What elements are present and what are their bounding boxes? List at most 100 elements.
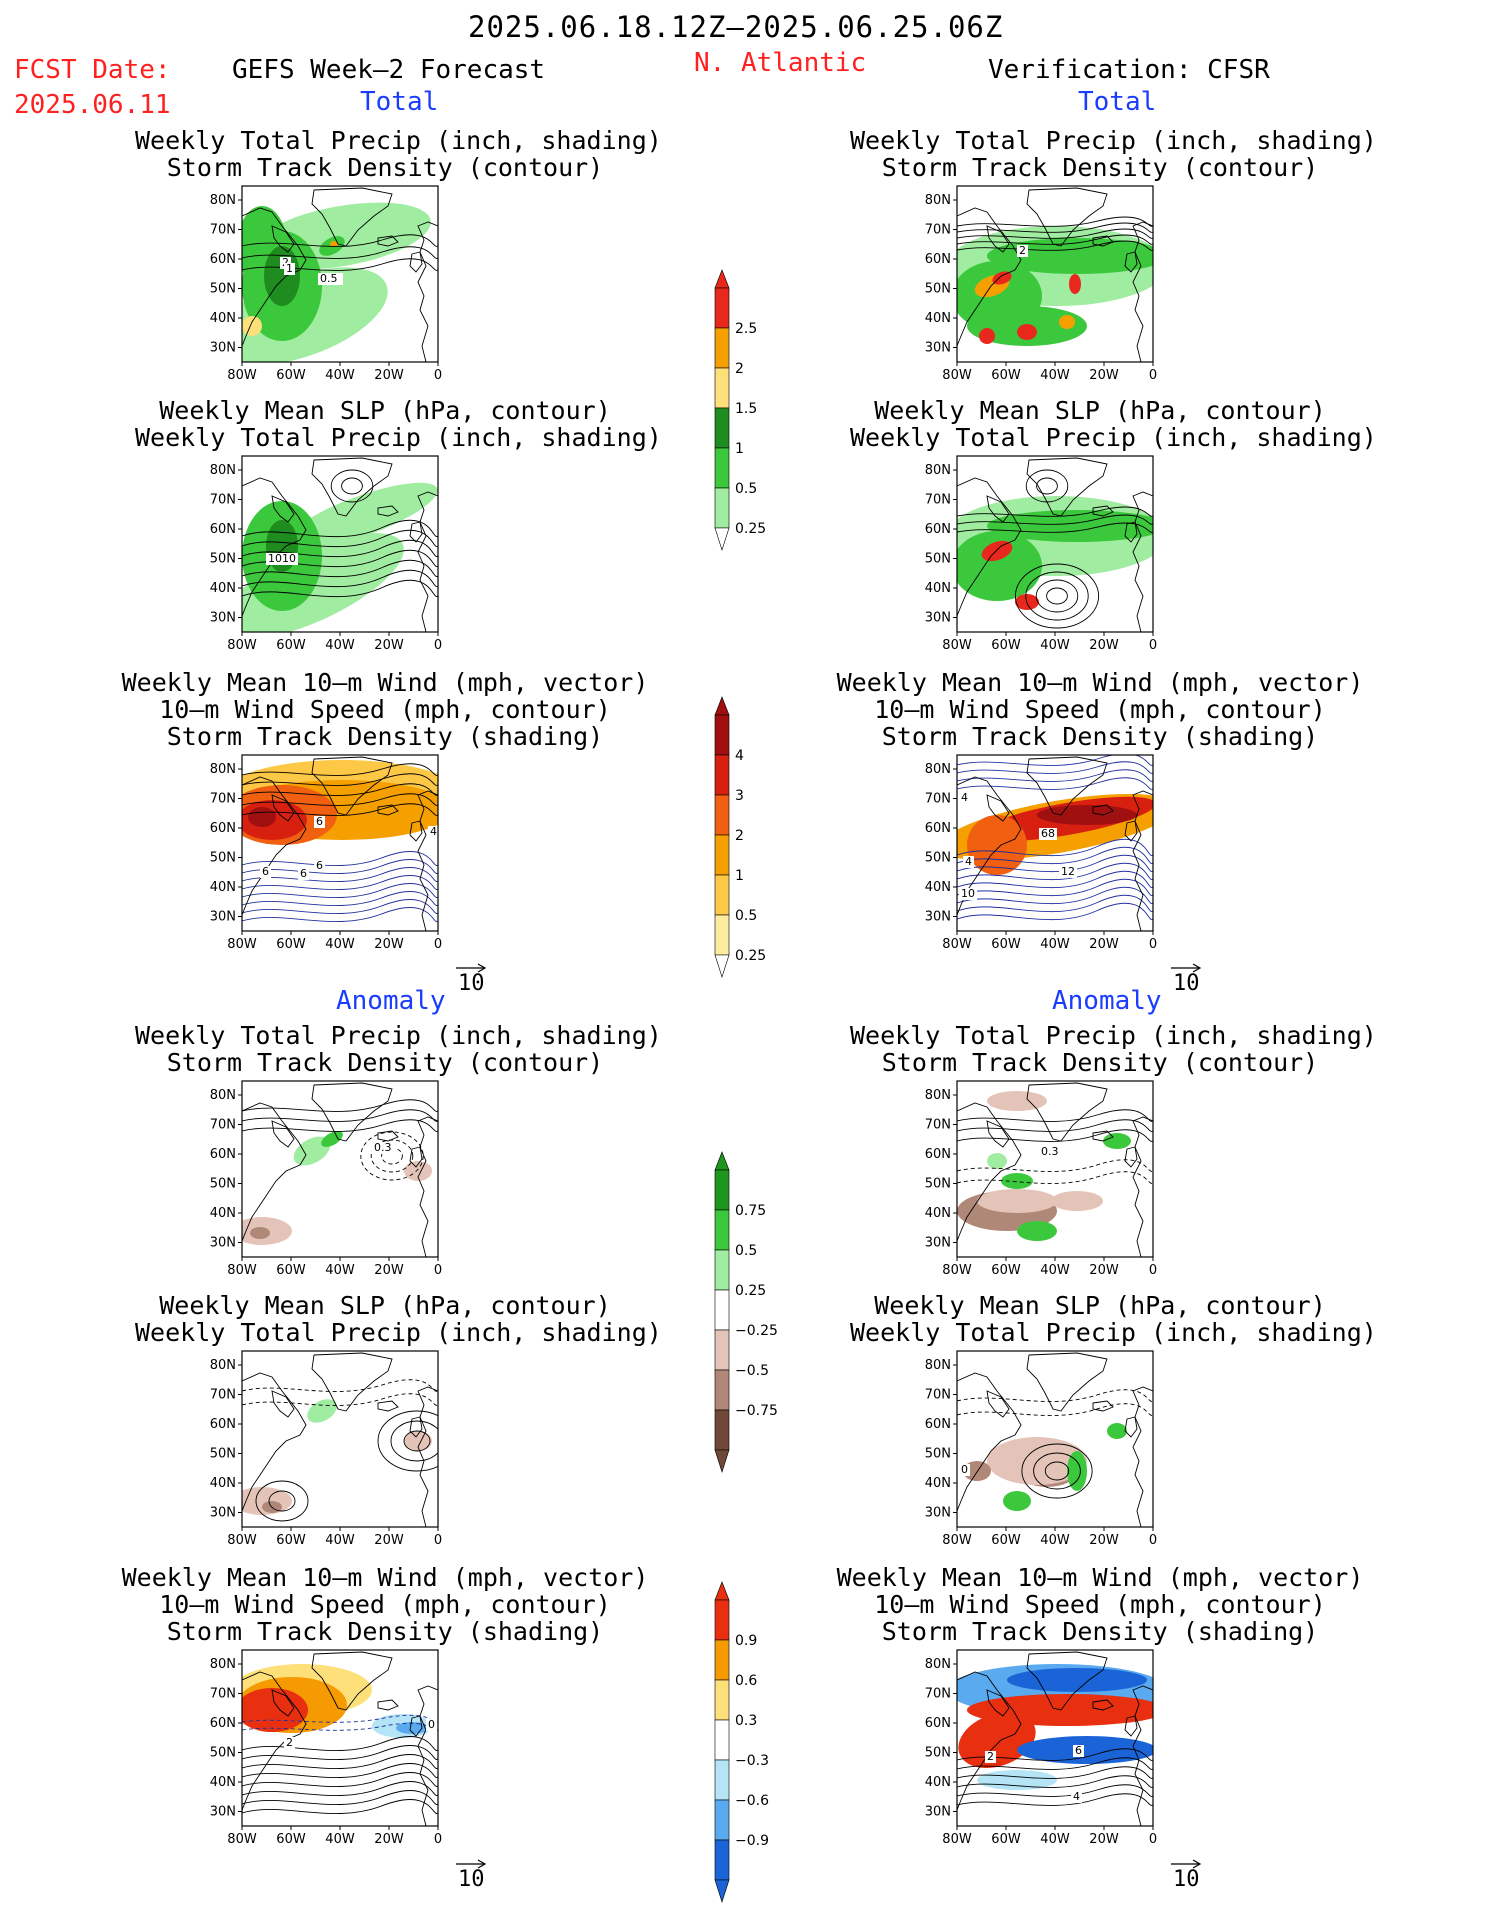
colorbar-swatch — [714, 1639, 730, 1681]
lon-tick-label: 80W — [227, 1832, 257, 1847]
lat-tick-label: 50N — [925, 282, 951, 297]
fcst-date-label: FCST Date: — [14, 55, 171, 85]
colorbar-swatch — [714, 1799, 730, 1841]
vector-reference-label: 10 — [458, 1867, 485, 1892]
lat-tick-label: 50N — [210, 1746, 236, 1761]
colorbar-label: 0.25 — [735, 948, 766, 964]
lon-tick-label: 80W — [942, 1832, 972, 1847]
lon-tick-label: 0 — [1149, 368, 1157, 383]
lat-tick-label: 80N — [925, 1657, 951, 1672]
colorbar-swatch — [714, 754, 730, 796]
lat-tick-label: 60N — [210, 1147, 236, 1162]
lon-tick-label: 0 — [1149, 1533, 1157, 1548]
lon-tick-label: 20W — [1089, 1533, 1119, 1548]
lat-tick-label: 80N — [210, 762, 236, 777]
map-panel-p2: 2 80N 70N 60N 50N 40N 30N 80W 60W 40W 20W 0 — [925, 185, 1157, 383]
lat-tick-label: 60N — [925, 1716, 951, 1731]
map-panel-p9: 80N 70N 60N 50N 40N 30N 80W 60W 40W 20W 0 — [210, 1350, 442, 1548]
verification-title: Verification: CFSR — [988, 55, 1270, 85]
vector-reference: 10 — [1171, 1859, 1202, 1892]
colorbar-precip: 2.5 2 1.5 1 0.5 0.25 — [714, 269, 766, 551]
lon-tick-label: 0 — [1149, 1263, 1157, 1278]
colorbar-swatch — [714, 1759, 730, 1801]
lon-tick-label: 80W — [227, 638, 257, 653]
colorbar-swatch — [714, 1209, 730, 1251]
lon-tick-label: 80W — [942, 1263, 972, 1278]
section-total-right: Total — [1078, 87, 1157, 117]
colorbar-swatch — [714, 834, 730, 876]
contour-label: 2 — [1019, 244, 1026, 257]
lon-tick-label: 20W — [1089, 1832, 1119, 1847]
lon-tick-label: 60W — [276, 368, 306, 383]
map-panel-p7: 0.3 80N 70N 60N 50N 40N 30N 80W 60W 40W 20W 0 — [210, 1080, 442, 1278]
panel-title: Weekly Total Precip (inch, shading) Storm… — [135, 126, 662, 182]
lon-tick-label: 20W — [1089, 638, 1119, 653]
lat-tick-label: 50N — [210, 851, 236, 866]
colorbar-label: 4 — [735, 748, 744, 764]
colorbar-label: 1 — [735, 441, 744, 457]
lon-tick-label: 0 — [1149, 1832, 1157, 1847]
lon-tick-label: 60W — [991, 368, 1021, 383]
colorbar-label: −0.5 — [735, 1363, 769, 1379]
colorbar-swatch — [714, 287, 730, 329]
lon-tick-label: 60W — [991, 1832, 1021, 1847]
colorbar-swatch — [714, 1289, 730, 1331]
map-panel-p3: 1010 80N 70N 60N 50N 40N 30N 80W 60W 40W 20W 0 — [210, 455, 442, 653]
vector-reference-label: 10 — [1173, 1867, 1200, 1892]
lon-tick-label: 60W — [276, 1533, 306, 1548]
vector-reference: 10 — [456, 963, 487, 996]
colorbar-swatch — [714, 1369, 730, 1411]
colorbar-swatch — [714, 914, 730, 956]
lon-tick-label: 80W — [227, 1263, 257, 1278]
panel-title: Weekly Mean SLP (hPa, contour) Weekly Tot… — [850, 396, 1377, 452]
lat-tick-label: 50N — [925, 1177, 951, 1192]
colorbar-label: 0.5 — [735, 1243, 757, 1259]
lon-tick-label: 0 — [1149, 937, 1157, 952]
lat-tick-label: 60N — [925, 821, 951, 836]
contour-label: 2 — [282, 256, 289, 269]
lat-tick-label: 30N — [925, 1506, 951, 1521]
lon-tick-label: 40W — [1040, 1263, 1070, 1278]
colorbar-swatch — [714, 714, 730, 756]
colorbar-label: 0.25 — [735, 521, 766, 537]
colorbar-track: 4 3 2 1 0.5 0.25 — [714, 696, 766, 978]
lat-tick-label: 60N — [210, 1417, 236, 1432]
lat-tick-label: 80N — [925, 1088, 951, 1103]
lat-tick-label: 60N — [925, 1417, 951, 1432]
lat-tick-label: 80N — [210, 193, 236, 208]
lat-tick-label: 30N — [925, 341, 951, 356]
lat-tick-label: 70N — [210, 1687, 236, 1702]
contour-label: 6 — [300, 867, 307, 880]
lat-tick-label: 70N — [925, 1687, 951, 1702]
lat-tick-label: 80N — [925, 463, 951, 478]
lon-tick-label: 40W — [1040, 368, 1070, 383]
vector-reference: 10 — [1171, 963, 1202, 996]
lon-tick-label: 40W — [1040, 1832, 1070, 1847]
lat-tick-label: 30N — [210, 910, 236, 925]
lon-tick-label: 20W — [374, 638, 404, 653]
colorbar-swatch — [714, 487, 730, 529]
panel-title: Weekly Mean 10—m Wind (mph, vector) 10—m … — [836, 668, 1364, 751]
map-panel-p6: 4 68 4 12 10 80N 70N 60N 50N 40N 30N 80W 60W 40W 20W 0 — [925, 754, 1157, 952]
lat-tick-label: 60N — [925, 1147, 951, 1162]
lat-tick-label: 50N — [210, 1177, 236, 1192]
lat-tick-label: 40N — [210, 1206, 236, 1221]
lat-tick-label: 30N — [210, 341, 236, 356]
lon-tick-label: 20W — [374, 1263, 404, 1278]
colorbar-swatch — [714, 1839, 730, 1881]
lon-tick-label: 80W — [942, 937, 972, 952]
lon-tick-label: 80W — [227, 937, 257, 952]
contour-label: 1010 — [268, 552, 296, 565]
lat-tick-label: 40N — [210, 581, 236, 596]
colorbar-label: 0.5 — [735, 481, 757, 497]
contour-label: 0 — [961, 1463, 968, 1476]
colorbar-swatch — [714, 1599, 730, 1641]
lat-tick-label: 40N — [925, 1206, 951, 1221]
colorbar-label: 2.5 — [735, 321, 757, 337]
lat-tick-label: 30N — [210, 1236, 236, 1251]
lat-tick-label: 80N — [210, 1088, 236, 1103]
colorbar-label: −0.9 — [735, 1833, 769, 1849]
contour-label: 2 — [987, 1750, 994, 1763]
lon-tick-label: 40W — [325, 1533, 355, 1548]
vector-reference-label: 10 — [1173, 971, 1200, 996]
